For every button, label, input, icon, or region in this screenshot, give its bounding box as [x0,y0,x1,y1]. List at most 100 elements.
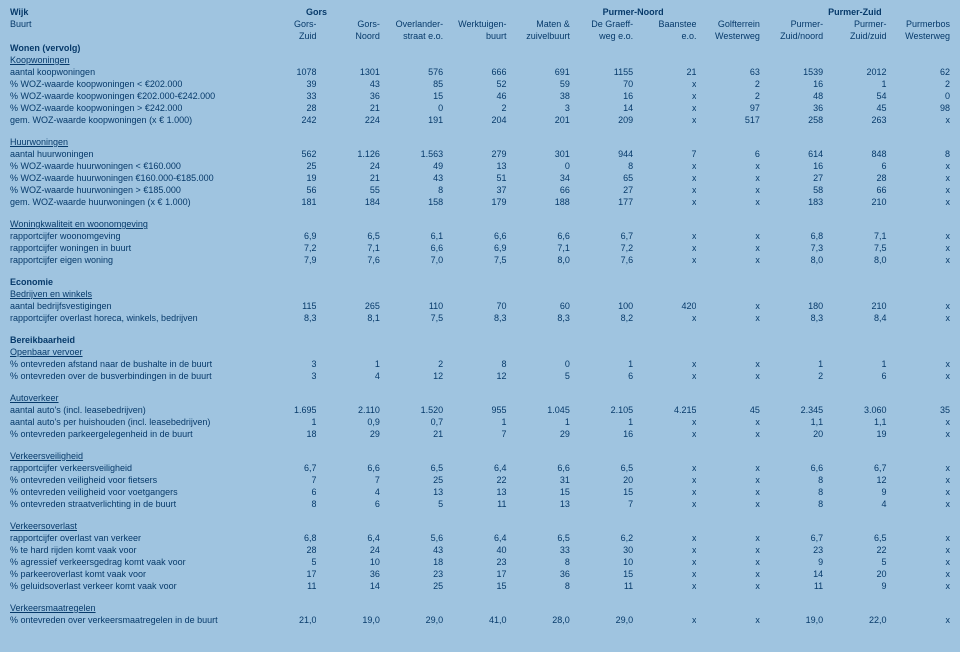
data-cell: x [696,300,759,312]
data-cell: 66 [823,184,886,196]
data-cell: 19,0 [316,614,379,626]
table-row: % ontevreden straatverlichting in de buu… [10,498,950,510]
data-cell: x [887,242,951,254]
row-label: % WOZ-waarde huurwoningen €160.000-€185.… [10,172,253,184]
data-cell: x [887,498,951,510]
data-cell: 7,0 [380,254,443,266]
row-label: % parkeeroverlast komt vaak voor [10,568,253,580]
col-header: Zuid/zuid [823,30,886,42]
section-title-row: Wonen (vervolg) [10,42,950,54]
table-row: % ontevreden over verkeersmaatregelen in… [10,614,950,626]
table-row: % WOZ-waarde huurwoningen < €160.0002524… [10,160,950,172]
data-cell: x [696,474,759,486]
data-cell: 11 [253,580,316,592]
row-label: % WOZ-waarde koopwoningen < €202.000 [10,78,253,90]
data-cell: 14 [760,568,823,580]
table-row: aantal koopwoningen107813015766666911155… [10,66,950,78]
data-cell: 204 [443,114,506,126]
data-cell: 242 [253,114,316,126]
data-cell: 28 [253,544,316,556]
data-cell: 6,8 [760,230,823,242]
data-cell: 301 [507,148,570,160]
data-cell: 16 [570,90,633,102]
data-cell: 13 [380,486,443,498]
data-cell: x [633,486,696,498]
data-cell: 14 [570,102,633,114]
data-cell: 51 [443,172,506,184]
row-label: aantal auto's (incl. leasebedrijven) [10,404,253,416]
data-cell: x [887,532,951,544]
data-cell: x [633,90,696,102]
data-cell: 8 [570,160,633,172]
data-cell: x [696,370,759,382]
data-cell: 6,2 [570,532,633,544]
data-cell: x [887,556,951,568]
data-cell: 6,4 [443,532,506,544]
col-header: Westerweg [887,30,951,42]
data-cell: x [633,544,696,556]
table-row: rapportcijfer woningen in buurt7,27,16,6… [10,242,950,254]
data-cell: x [633,580,696,592]
data-cell: x [633,428,696,440]
data-cell: 100 [570,300,633,312]
data-cell: 6,6 [507,230,570,242]
data-cell: 1,1 [760,416,823,428]
data-cell: 16 [760,78,823,90]
data-cell: x [633,230,696,242]
data-cell: 7,2 [253,242,316,254]
data-cell: 13 [507,498,570,510]
spacer-row [10,382,950,392]
section-sub-row: Woningkwaliteit en woonomgeving [10,218,950,230]
data-cell: 20 [760,428,823,440]
data-cell: x [633,172,696,184]
data-cell: 19,0 [760,614,823,626]
spacer-row [10,266,950,276]
data-cell: 27 [570,184,633,196]
data-cell: 8,1 [316,312,379,324]
col-header: Werktuigen- [443,18,506,30]
data-cell: 1155 [570,66,633,78]
row-label: rapportcijfer overlast van verkeer [10,532,253,544]
data-cell: 614 [760,148,823,160]
data-cell: 2.345 [760,404,823,416]
stats-table: Wijk Gors Purmer-Noord Purmer-Zuid Buurt… [10,6,950,626]
data-cell: 7,2 [570,242,633,254]
data-cell: 33 [253,90,316,102]
data-cell: 1.126 [316,148,379,160]
data-cell: 63 [696,66,759,78]
data-cell: 33 [507,544,570,556]
data-cell: 177 [570,196,633,208]
row-label: rapportcijfer overlast horeca, winkels, … [10,312,253,324]
col-header: Purmer- [760,18,823,30]
data-cell: 6,6 [316,462,379,474]
data-cell: 17 [443,568,506,580]
data-cell: 28,0 [507,614,570,626]
data-cell: 224 [316,114,379,126]
data-cell: 184 [316,196,379,208]
data-cell: 18 [253,428,316,440]
data-cell: 1 [760,358,823,370]
data-cell: 6 [253,486,316,498]
data-cell: 8,3 [507,312,570,324]
data-cell: x [633,462,696,474]
row-label: % geluidsoverlast verkeer komt vaak voor [10,580,253,592]
data-cell: 1 [823,358,886,370]
data-cell: 1078 [253,66,316,78]
row-label: rapportcijfer woonomgeving [10,230,253,242]
col-header: Overlander- [380,18,443,30]
data-cell: 0 [380,102,443,114]
row-label: % ontevreden over verkeersmaatregelen in… [10,614,253,626]
section-subtitle: Openbaar vervoer [10,346,950,358]
data-cell: x [887,254,951,266]
data-cell: 43 [380,172,443,184]
data-cell: 562 [253,148,316,160]
col-header: Gors- [316,18,379,30]
data-cell: 2 [443,102,506,114]
data-cell: 1.520 [380,404,443,416]
data-cell: x [633,160,696,172]
data-cell: 4 [316,486,379,498]
data-cell: 1 [570,358,633,370]
data-cell: 691 [507,66,570,78]
data-cell: 23 [760,544,823,556]
col-header: Gors- [253,18,316,30]
